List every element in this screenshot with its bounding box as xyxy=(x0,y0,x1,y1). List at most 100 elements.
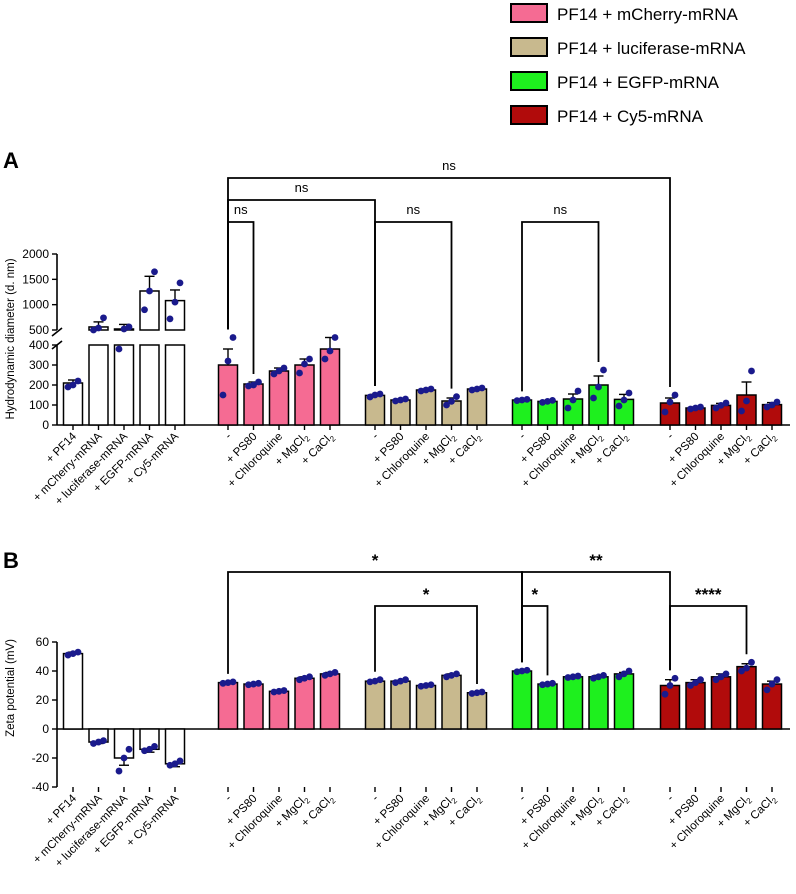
panel-b-g4-mgcl2-point xyxy=(738,667,745,675)
panel-b-g2-ps80-bar xyxy=(390,680,411,730)
panel-a-g1-ps80-bar xyxy=(243,383,264,426)
panel-a-g1-control-point xyxy=(219,391,227,399)
legend-entry-cy5: PF14 + Cy5-mRNA xyxy=(510,105,704,126)
panel-a-g1-cacl2-point xyxy=(326,347,334,355)
panel-a-bracket-4-label: ns xyxy=(442,158,456,173)
panel-b-g3-chloroquine-point xyxy=(569,673,577,681)
panel-b-g2-chloroquine-point xyxy=(417,682,425,690)
panel-a-g0-cy5-mrna-point xyxy=(171,298,179,306)
panel-b-g1-chloroquine-point xyxy=(275,687,283,695)
panel-b-g4-ps80-point xyxy=(687,682,694,689)
panel-b-g4-control-label: - xyxy=(665,793,676,804)
panel-a-g2-chloroquine-point xyxy=(427,385,435,393)
panel-b-g4-control-point xyxy=(671,674,679,682)
panel-a-g1-cacl2-point xyxy=(321,355,329,363)
panel-a-g2-mgcl2-point xyxy=(443,401,450,409)
panel-a-y-tick-label: 500 xyxy=(29,323,49,337)
panel-b-g3-chloroquine-point xyxy=(574,672,582,680)
panel-b-g2-chloroquine-point xyxy=(422,682,430,689)
panel-b-bracket-1 xyxy=(374,605,478,685)
panel-b-g0-luciferase-mrna-point xyxy=(115,767,123,775)
panel-b-y-tick-label: 0 xyxy=(42,722,49,736)
panel-a-g1-chloroquine-point xyxy=(270,370,278,378)
panel-a-g3-cacl2-point xyxy=(620,396,628,404)
panel-a-g2-cacl2-bar xyxy=(466,388,488,426)
panel-a-letter: A xyxy=(3,148,19,173)
panel-b-g3-control-point xyxy=(518,667,526,675)
panel-b-bracket-1-label: * xyxy=(423,585,430,604)
panel-b-g2-chloroquine-point xyxy=(427,681,435,689)
panel-a-g4-mgcl2-point xyxy=(743,397,750,405)
panel-a-g4-control-point xyxy=(661,408,669,416)
panel-a-bracket-4 xyxy=(227,177,671,387)
panel-a-g4-control-point xyxy=(666,398,674,406)
panel-a-y-tick-label: 300 xyxy=(29,358,49,372)
panel-a-g0-mcherry-mrna-point xyxy=(95,324,102,332)
panel-a-bracket-1 xyxy=(227,199,376,386)
panel-a-g1-cacl2-point xyxy=(331,334,339,341)
panel-b-g3-control-bar xyxy=(511,670,533,730)
panel-a-g0-luciferase-mrna-bar-lower xyxy=(113,344,135,426)
panel-a-g3-cacl2-point xyxy=(625,389,633,397)
legend-entry-mcherry: PF14 + mCherry-mRNA xyxy=(510,3,739,24)
panel-a-g0-egfp-mrna-point xyxy=(146,287,153,295)
legend-swatch-mcherry xyxy=(510,3,548,23)
panel-a-g0-pf14-point xyxy=(74,377,82,385)
panel-b-g4-mgcl2-bar xyxy=(736,665,757,730)
legend-label-luciferase: PF14 + luciferase-mRNA xyxy=(557,39,746,58)
panel-b-g3-control-point xyxy=(523,666,531,674)
panel-b-g1-ps80-point xyxy=(250,680,257,688)
panel-a-g0-luciferase-mrna-point xyxy=(125,323,133,331)
panel-a-g2-mgcl2-point xyxy=(453,393,460,400)
panel-b-y-tick-label: -20 xyxy=(32,751,50,765)
panel-b-bracket-4-label: **** xyxy=(695,585,722,604)
panel-a-y-tick-label: 2000 xyxy=(22,247,49,261)
legend-label-mcherry: PF14 + mCherry-mRNA xyxy=(557,5,739,24)
panel-a-g4-control-label: - xyxy=(665,431,676,442)
panel-a-g3-chloroquine-point xyxy=(564,404,572,412)
panel-a-g4-control-point xyxy=(671,391,679,399)
panel-a-g4-mgcl2-point xyxy=(748,367,755,375)
panel-a-axis-break-mark xyxy=(51,327,63,337)
panel-b-g4-mgcl2-point xyxy=(748,658,755,666)
panel-b-letter: B xyxy=(3,548,19,573)
panel-a-g0-cy5-mrna-point xyxy=(166,315,174,323)
panel-a-y-tick-label: 0 xyxy=(42,418,49,432)
panel-a-g1-chloroquine-point xyxy=(275,367,283,375)
panel-a-g3-chloroquine-point xyxy=(569,396,577,404)
panel-b-g2-ps80-point xyxy=(402,676,409,684)
panel-b-g1-chloroquine-point xyxy=(280,687,288,694)
panel-b-bracket-2-label: * xyxy=(531,585,538,604)
panel-a-y-tick-label: 1500 xyxy=(22,272,49,286)
panel-a-y-tick-label: 100 xyxy=(29,398,49,412)
panel-b-g0-egfp-mrna-point xyxy=(146,745,153,753)
panel-b-g3-cacl2-point xyxy=(620,670,628,678)
panel-b-g3-cacl2-point xyxy=(625,667,633,675)
panel-a-y-tick-label: 1000 xyxy=(22,298,49,312)
panel-b-g0-pf14-bar xyxy=(62,652,84,730)
panel-a-g3-mgcl2-point xyxy=(595,383,602,391)
panel-b-g2-control-point xyxy=(376,676,384,684)
panel-a-g4-chloroquine-point xyxy=(712,404,720,412)
panel-b-y-tick-label: -40 xyxy=(32,780,50,794)
panel-b-g4-cacl2-point xyxy=(768,680,776,688)
panel-b-g4-control-point xyxy=(661,690,669,698)
panel-a-g0-egfp-mrna-point xyxy=(141,306,148,314)
panel-a-g2-control-label: - xyxy=(370,431,381,442)
panel-b-g2-mgcl2-bar xyxy=(441,674,462,730)
legend-label-cy5: PF14 + Cy5-mRNA xyxy=(557,107,704,126)
panel-b-g4-chloroquine-point xyxy=(712,676,720,684)
panel-b-g2-control-point xyxy=(366,678,374,686)
panel-b-g3-chloroquine-point xyxy=(564,674,572,681)
panel-b-g4-chloroquine-point xyxy=(722,670,730,678)
panel-a-g1-chloroquine-point xyxy=(280,364,288,372)
panel-b-g2-chloroquine-bar xyxy=(415,684,437,730)
panel-a-bracket-1-label: ns xyxy=(295,180,309,195)
panel-b-y-tick-label: 20 xyxy=(36,693,50,707)
panel-a-g4-ps80-point xyxy=(697,403,704,411)
panel-a-g3-control-point xyxy=(518,396,526,404)
panel-b-g1-cacl2-bar xyxy=(319,673,341,730)
legend-swatch-egfp xyxy=(510,71,548,91)
